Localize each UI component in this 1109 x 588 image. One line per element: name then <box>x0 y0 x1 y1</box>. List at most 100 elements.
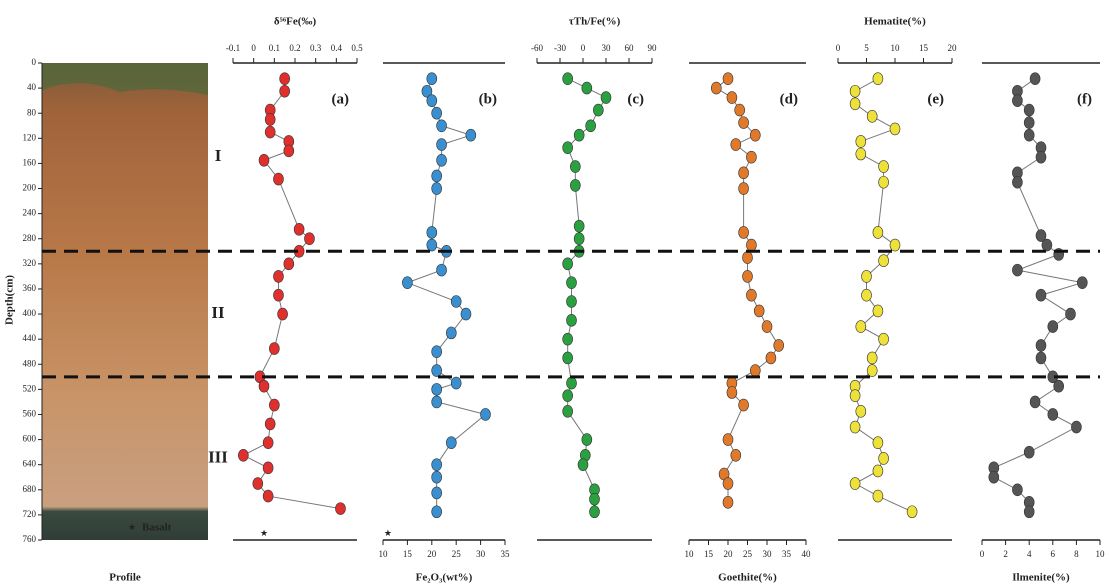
data-point <box>723 434 733 446</box>
depth-tick-label: 40 <box>27 82 37 92</box>
data-point <box>432 170 442 182</box>
data-point <box>879 161 889 173</box>
data-point <box>1054 380 1064 392</box>
data-point <box>873 226 883 238</box>
x-tick-label: 2 <box>1003 549 1008 559</box>
data-point <box>989 471 999 483</box>
x-tick-label: 40 <box>802 549 812 559</box>
data-point <box>446 327 456 339</box>
data-point <box>446 437 456 449</box>
x-tick-label: 0.2 <box>289 43 300 53</box>
basalt-label: Basalt <box>142 522 172 534</box>
x-tick-label: -60 <box>531 43 543 53</box>
data-point <box>754 305 764 317</box>
figure: Profile Depth(cm) 0408012016020024028032… <box>0 0 1109 588</box>
depth-axis-title: Depth(cm) <box>4 275 16 325</box>
data-point <box>563 390 573 402</box>
data-point <box>850 85 860 97</box>
data-point <box>280 85 290 97</box>
data-point <box>280 73 290 85</box>
data-point <box>570 179 580 191</box>
x-tick-label: 8 <box>1074 549 1079 559</box>
data-point <box>432 107 442 119</box>
data-point <box>890 123 900 135</box>
data-point <box>873 305 883 317</box>
basalt-star: ★ <box>384 528 392 538</box>
depth-tick-label: 600 <box>23 434 37 444</box>
data-point <box>850 478 860 490</box>
data-point <box>1030 73 1040 85</box>
data-point <box>739 167 749 179</box>
data-point <box>862 270 872 282</box>
data-point <box>461 308 471 320</box>
data-point <box>879 176 889 188</box>
data-point <box>856 135 866 147</box>
depth-tick-label: 640 <box>23 459 37 469</box>
data-point <box>723 478 733 490</box>
depth-tick-label: 680 <box>23 484 37 494</box>
data-point <box>867 110 877 122</box>
data-point <box>1071 421 1081 433</box>
data-point <box>432 487 442 499</box>
x-tick-label: 0.5 <box>351 43 363 53</box>
data-point <box>567 377 577 389</box>
data-point <box>432 183 442 195</box>
depth-tick-label: 400 <box>23 308 37 318</box>
data-point <box>238 449 248 461</box>
data-point <box>567 296 577 308</box>
data-point <box>743 252 753 264</box>
data-point <box>867 365 877 377</box>
x-tick-label: 30 <box>763 549 773 559</box>
data-point <box>1024 506 1034 518</box>
data-point <box>265 126 275 138</box>
data-point <box>593 104 603 116</box>
depth-tick-label: 0 <box>32 57 37 67</box>
depth-tick-label: 720 <box>23 509 37 519</box>
data-point <box>731 139 741 151</box>
x-tick-label: -0.1 <box>226 43 240 53</box>
data-point <box>567 277 577 289</box>
data-point <box>1036 352 1046 364</box>
data-point <box>723 496 733 508</box>
data-point <box>574 220 584 232</box>
x-tick-label: 10 <box>379 549 389 559</box>
x-tick-label: 15 <box>403 549 413 559</box>
data-point <box>731 449 741 461</box>
data-point <box>774 339 784 351</box>
data-point <box>590 493 600 505</box>
data-point <box>739 117 749 129</box>
data-point <box>1024 104 1034 116</box>
data-point <box>563 405 573 417</box>
data-point <box>1012 95 1022 107</box>
data-point <box>427 95 437 107</box>
data-point <box>727 92 737 104</box>
data-point <box>265 418 275 430</box>
data-point <box>879 452 889 464</box>
panel-label: (e) <box>927 91 944 107</box>
x-tick-label: 60 <box>625 43 635 53</box>
data-point <box>856 148 866 160</box>
data-point <box>850 390 860 402</box>
depth-tick-label: 360 <box>23 283 37 293</box>
depth-tick-label: 320 <box>23 258 37 268</box>
data-point <box>451 296 461 308</box>
data-point <box>739 183 749 195</box>
data-point <box>570 161 580 173</box>
data-point <box>263 490 273 502</box>
data-point <box>304 233 314 245</box>
x-tick-label: 15 <box>704 549 714 559</box>
depth-tick-label: 480 <box>23 358 37 368</box>
data-point <box>294 223 304 235</box>
zone-label: II <box>211 303 225 322</box>
data-point <box>578 459 588 471</box>
x-tick-label: 35 <box>501 549 511 559</box>
profile-line <box>568 79 606 512</box>
data-point <box>263 462 273 474</box>
data-point <box>873 437 883 449</box>
data-point <box>743 270 753 282</box>
data-point <box>873 73 883 85</box>
x-tick-label: 20 <box>724 549 734 559</box>
basalt-star: ★ <box>128 522 136 532</box>
data-point <box>1012 264 1022 276</box>
depth-tick-label: 440 <box>23 333 37 343</box>
